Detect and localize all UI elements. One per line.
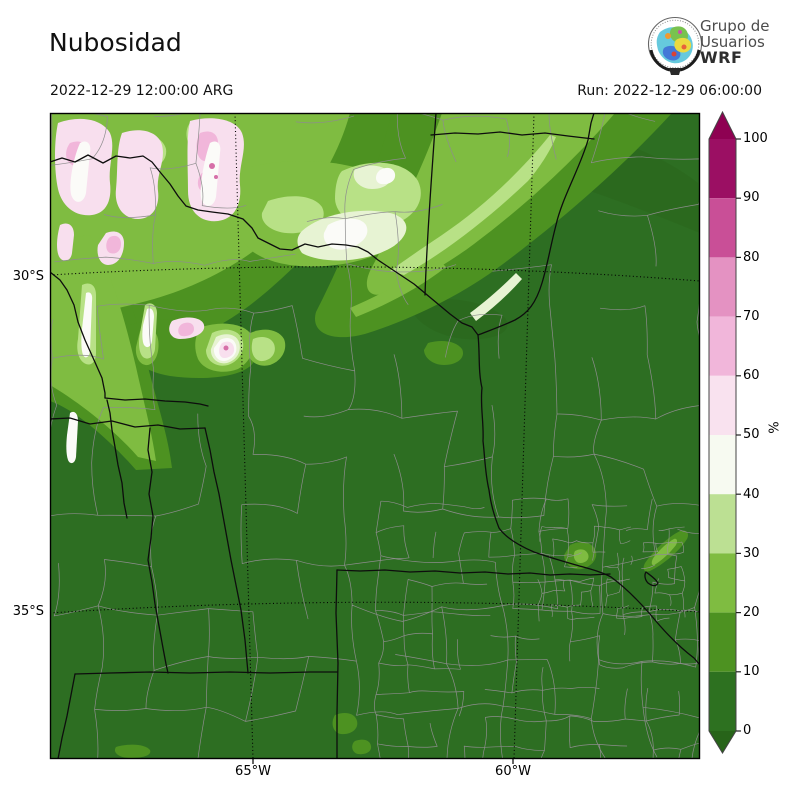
lon-tick-65w: 65°W	[235, 764, 271, 779]
map-canvas	[49, 112, 701, 764]
cloud-specks	[209, 163, 235, 358]
cb-tick-80: 80	[743, 250, 760, 265]
cb-tick-70: 70	[743, 309, 760, 324]
lat-tick-30s: 30°S	[12, 269, 44, 284]
run-time-label: Run: 2022-12-29 06:00:00	[577, 83, 762, 99]
cb-tick-10: 10	[743, 664, 760, 679]
cb-tick-60: 60	[743, 368, 760, 383]
cb-tick-40: 40	[743, 487, 760, 502]
cb-tick-100: 100	[743, 131, 768, 146]
colorbar	[708, 110, 741, 754]
cb-tick-50: 50	[743, 427, 760, 442]
graticule	[51, 114, 699, 758]
colorbar-over-arrow	[709, 112, 736, 139]
lon-tick-60w: 60°W	[495, 764, 531, 779]
x-axis-ticks	[252, 759, 514, 764]
map-frame	[49, 112, 701, 760]
logo-line1: Grupo de	[700, 17, 770, 35]
logo-line3: WRF	[700, 48, 743, 67]
colorbar-unit-label: %	[764, 421, 780, 434]
colorbar-segments	[709, 112, 736, 753]
lat-tick-35s: 35°S	[12, 604, 44, 619]
cb-tick-20: 20	[743, 605, 760, 620]
page-title: Nubosidad	[49, 28, 182, 57]
cloud-contour-white	[66, 141, 396, 464]
colorbar-under-arrow	[709, 731, 736, 753]
valid-time-label: 2022-12-29 12:00:00 ARG	[50, 83, 234, 99]
department-borders	[51, 114, 699, 758]
cb-tick-30: 30	[743, 546, 760, 561]
logo-text: Grupo de Usuarios WRF	[700, 18, 770, 66]
cb-tick-0: 0	[743, 723, 752, 738]
wrf-users-logo-icon	[647, 16, 703, 75]
cb-tick-90: 90	[743, 190, 760, 205]
logo-line2: Usuarios	[700, 33, 765, 51]
province-borders	[51, 114, 699, 758]
colorbar-ticks	[736, 138, 741, 732]
